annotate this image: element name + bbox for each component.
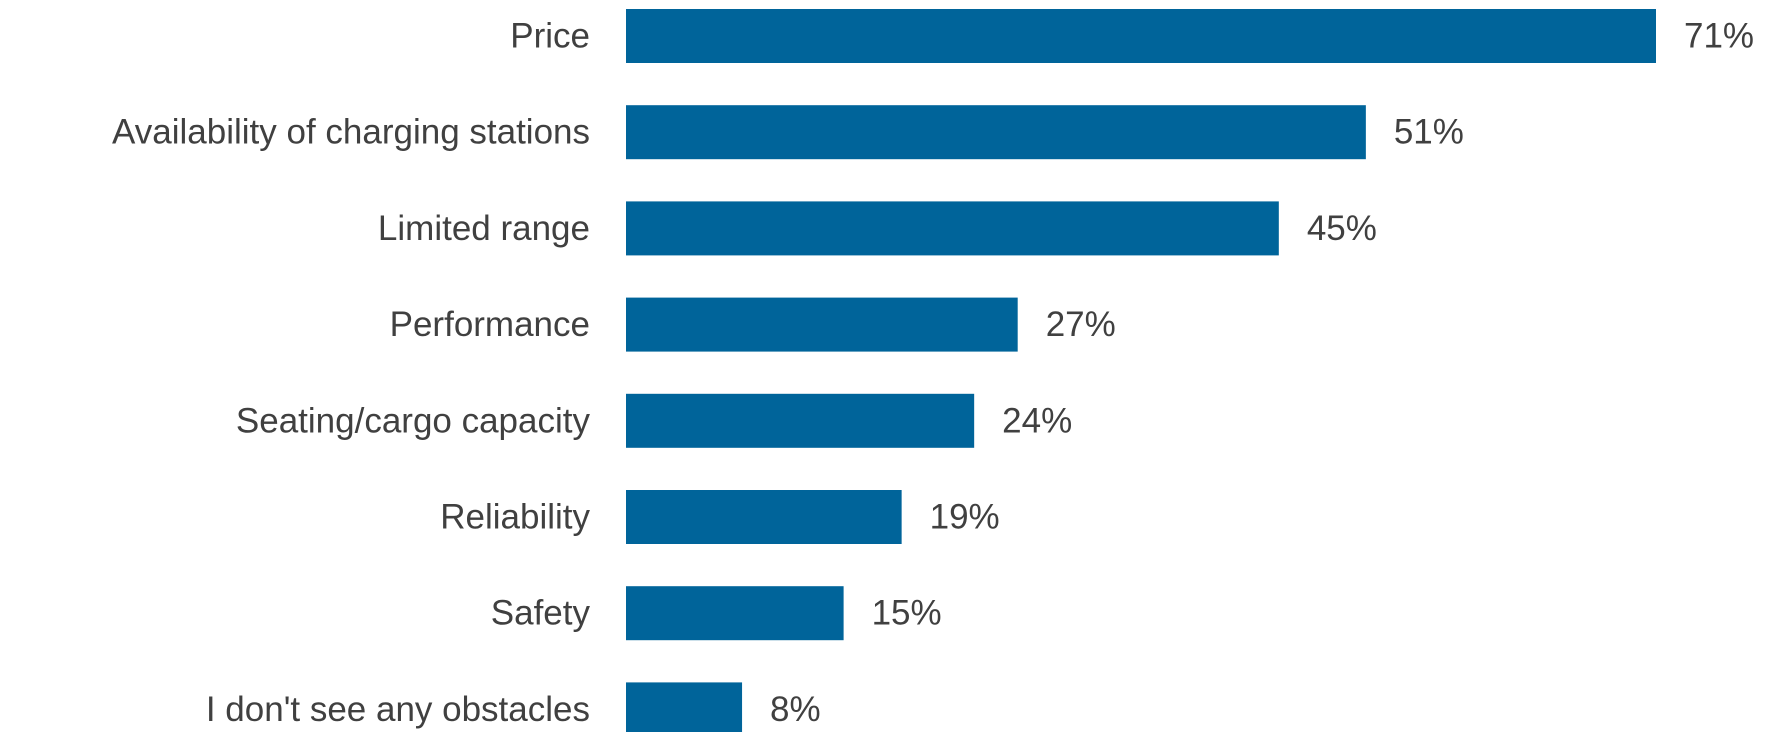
category-label-availability-of-charging-stations: Availability of charging stations [112, 113, 590, 152]
category-label-i-don-t-see-any-obstacles: I don't see any obstacles [206, 690, 590, 729]
bar-seating-cargo-capacity [626, 393, 975, 448]
category-labels: Price Availability of charging stations Li… [112, 17, 590, 729]
value-label-seating-cargo-capacity: 24% [1002, 401, 1072, 440]
value-label-safety: 15% [872, 594, 942, 633]
value-label-performance: 27% [1046, 305, 1116, 344]
bar-price [626, 9, 1656, 63]
category-label-price: Price [510, 17, 590, 56]
value-label-reliability: 19% [930, 498, 1000, 537]
category-label-safety: Safety [491, 594, 591, 633]
value-label-price: 71% [1684, 17, 1754, 56]
bar-safety [626, 586, 844, 641]
category-label-seating-cargo-capacity: Seating/cargo capacity [236, 401, 591, 440]
bar-reliability [626, 490, 902, 544]
bar-i-don-t-see-any-obstacles [626, 682, 743, 732]
value-label-i-don-t-see-any-obstacles: 8% [770, 690, 821, 729]
bar-availability-of-charging-stations [626, 105, 1366, 160]
category-label-performance: Performance [390, 305, 590, 344]
category-label-reliability: Reliability [440, 498, 590, 537]
value-labels: 71% 51% 45% 27% 24% 19% 15% 8% [770, 17, 1754, 729]
bars-group [626, 9, 1656, 732]
bar-limited-range [626, 201, 1279, 256]
value-label-limited-range: 45% [1307, 209, 1377, 248]
bar-performance [626, 297, 1018, 352]
value-label-availability-of-charging-stations: 51% [1394, 113, 1464, 152]
category-label-limited-range: Limited range [378, 209, 590, 248]
